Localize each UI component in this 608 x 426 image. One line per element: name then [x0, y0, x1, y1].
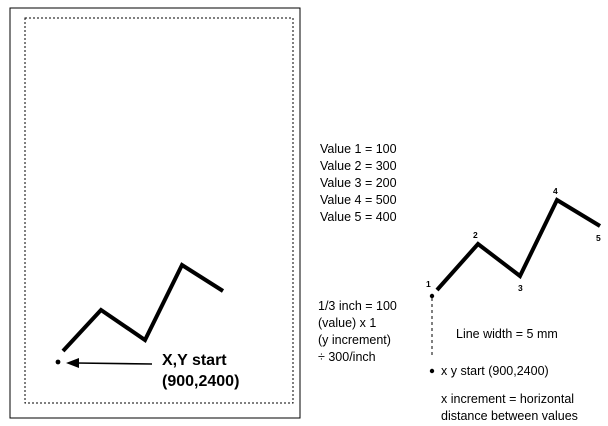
point-number-1: 1 — [426, 279, 431, 289]
right-zigzag-line — [435, 197, 602, 292]
right-value1-dot — [429, 293, 435, 299]
start-arrow-head — [66, 358, 79, 368]
point-number-2: 2 — [473, 230, 478, 240]
scale-note-line2: (value) x 1 — [318, 316, 377, 330]
scale-note-line4: ÷ 300/inch — [318, 350, 376, 364]
x-increment-note-line2: distance between values — [441, 409, 578, 423]
scale-note-line1: 1/3 inch = 100 — [318, 299, 397, 313]
left-start-dot — [55, 359, 61, 365]
left-zigzag-line — [61, 262, 225, 353]
right-start-dot — [429, 368, 435, 374]
point-number-5: 5 — [596, 233, 601, 243]
value-2-label: Value 2 = 300 — [320, 159, 397, 173]
point-number-3: 3 — [518, 283, 523, 293]
point-number-4: 4 — [553, 186, 558, 196]
printable-area-border — [24, 17, 294, 404]
xy-start-note: x y start (900,2400) — [441, 364, 549, 378]
value-1-label: Value 1 = 100 — [320, 142, 397, 156]
start-arrow-line — [75, 362, 153, 365]
start-label-line2: (900,2400) — [162, 373, 240, 390]
value-4-label: Value 4 = 500 — [320, 193, 397, 207]
page-outline — [9, 7, 301, 419]
value-3-label: Value 3 = 200 — [320, 176, 397, 190]
line-width-note: Line width = 5 mm — [456, 327, 558, 341]
value-5-label: Value 5 = 400 — [320, 210, 397, 224]
x-increment-note-line1: x increment = horizontal — [441, 392, 575, 406]
start-label-line1: X,Y start — [162, 352, 227, 369]
scale-note-line3: (y increment) — [318, 333, 391, 347]
